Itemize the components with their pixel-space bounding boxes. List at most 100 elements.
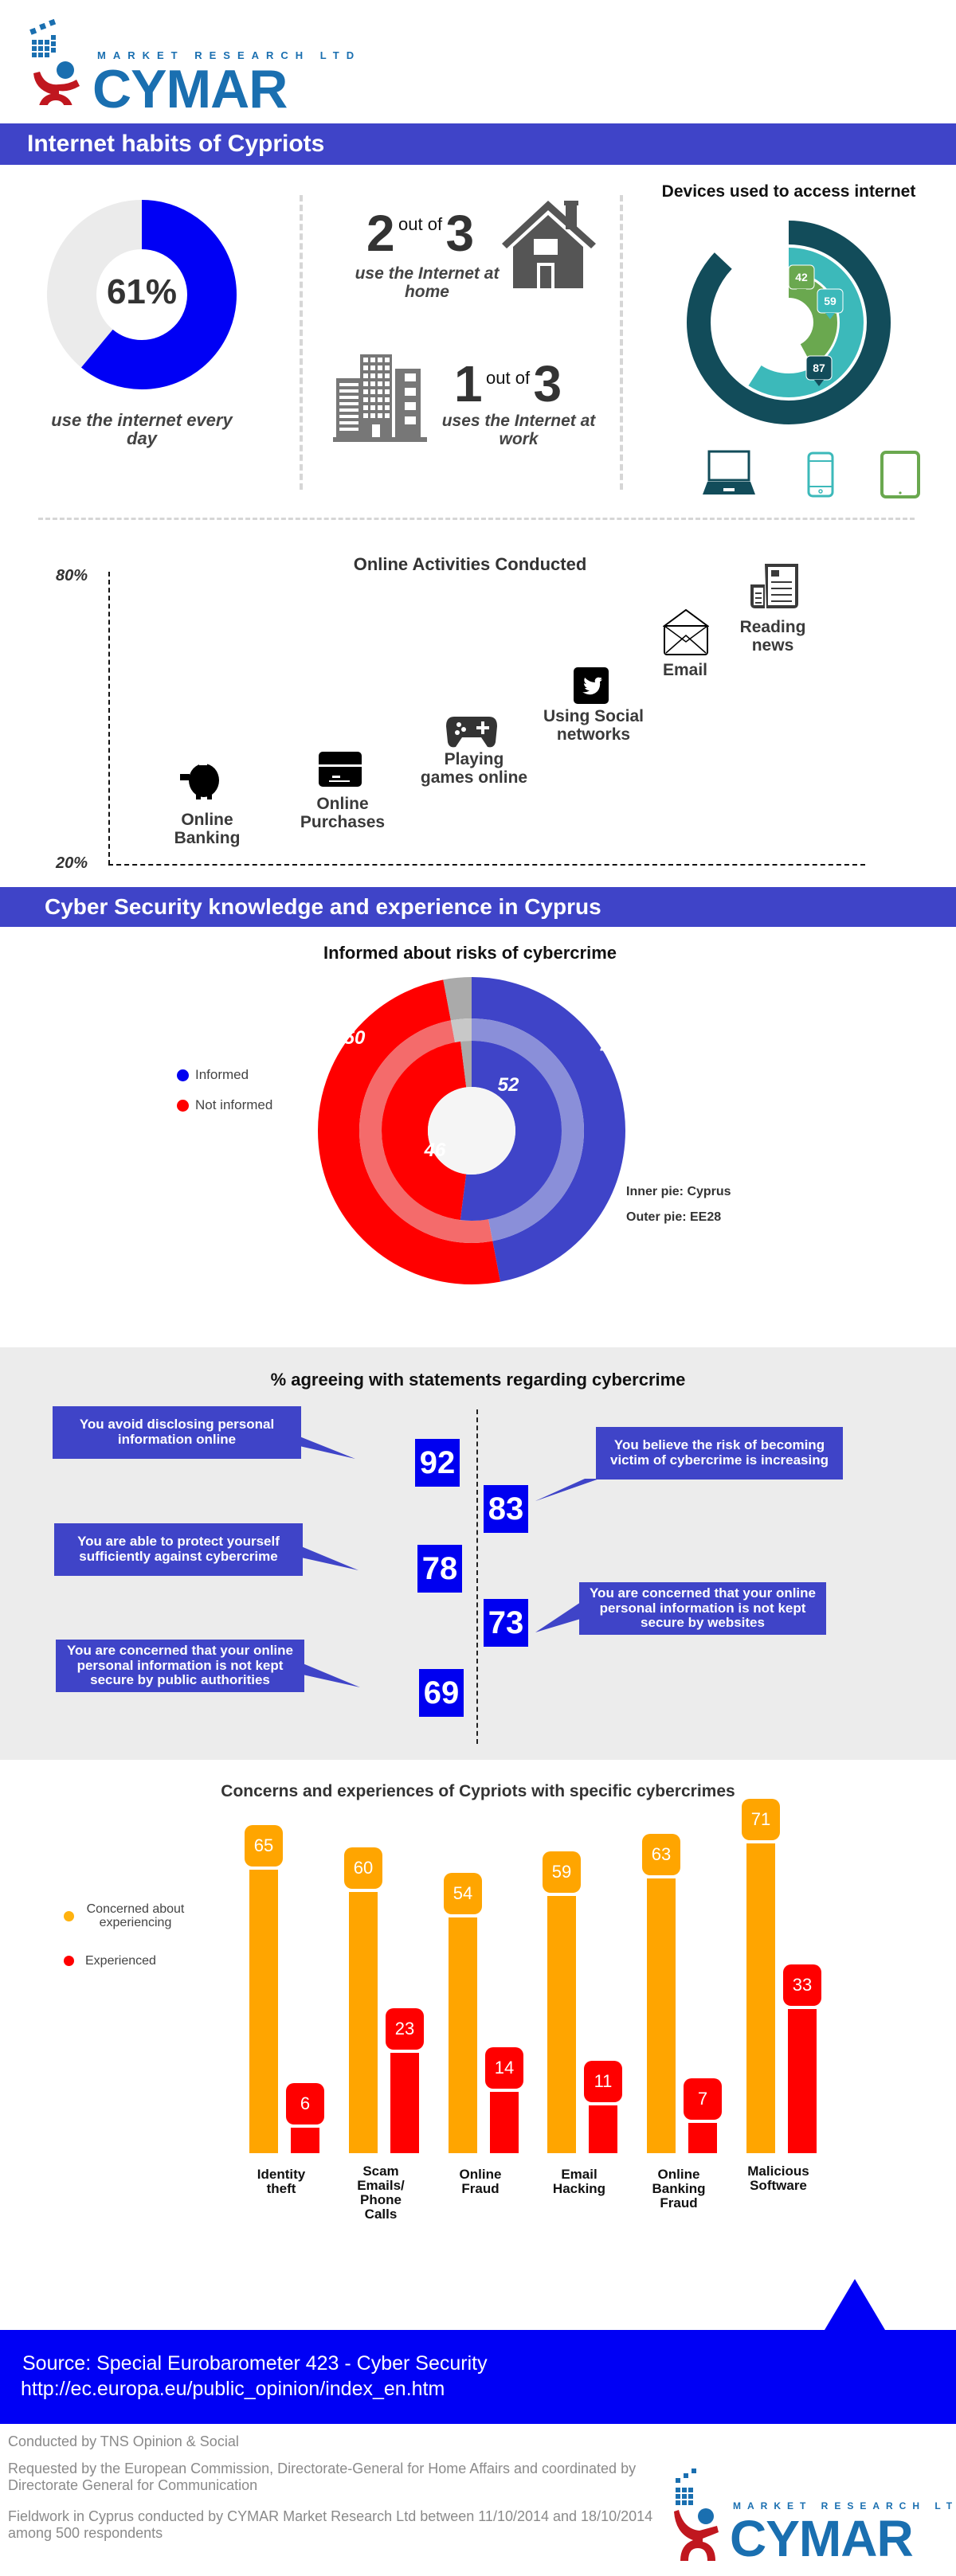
activity-playing-games: Playing games online <box>420 750 528 788</box>
statement-callout-2: You believe the risk of becoming victim … <box>596 1427 843 1480</box>
svg-text:52: 52 <box>498 1074 519 1096</box>
bubble-experienced-online-fraud: 14 <box>485 2047 523 2089</box>
logo-tagline: MARKET RESEARCH LTD <box>733 2500 956 2512</box>
work-usage: 1 out of 3 uses the Internet at work <box>327 354 613 474</box>
source-text: Source: Special Eurobarometer 423 - Cybe… <box>22 2352 488 2375</box>
daily-usage-panel: 61% use the internet every day <box>32 199 263 462</box>
device-value-laptop: 87 <box>805 355 833 386</box>
twitter-icon <box>574 667 609 704</box>
statements-panel: % agreeing with statements regarding cyb… <box>0 1347 956 1760</box>
device-value-smartphone: 59 <box>817 288 844 319</box>
inner-pie-note: Inner pie: Cyprus <box>626 1185 731 1198</box>
activity-email: Email <box>662 661 708 679</box>
callout-pointer <box>301 1546 358 1570</box>
section-title: Internet habits of Cypriots <box>27 131 325 157</box>
bar-concerned-online-banking-fraud <box>647 1878 676 2153</box>
office-building-icon <box>333 354 427 442</box>
bubble-concerned-online-banking-fraud: 63 <box>642 1834 680 1875</box>
legend-dot-not-informed-icon <box>177 1099 189 1112</box>
devices-panel: Devices used to access internet 42 59 87 <box>629 179 956 498</box>
logo-figure-icon <box>29 18 80 105</box>
statement-value-2: 83 <box>484 1485 528 1533</box>
bar-experienced-scam <box>390 2053 419 2153</box>
statement-callout-4: You are concerned that your online perso… <box>579 1582 826 1635</box>
daily-usage-donut <box>47 200 237 389</box>
gamepad-icon <box>446 717 497 748</box>
statement-value-1: 92 <box>415 1439 460 1487</box>
divider-vertical-2 <box>620 195 623 490</box>
home-caption: use the Internet at home <box>355 264 500 302</box>
statements-title: % agreeing with statements regarding cyb… <box>270 1370 686 1390</box>
category-online-fraud: Online Fraud <box>459 2167 502 2196</box>
y-axis-min-label: 20% <box>56 854 88 872</box>
house-icon <box>502 201 596 288</box>
envelope-icon <box>663 608 709 655</box>
bubble-concerned-malicious-software: 71 <box>742 1799 780 1840</box>
concerns-title: Concerns and experiences of Cypriots wit… <box>221 1782 735 1800</box>
bar-concerned-online-fraud <box>449 1917 477 2153</box>
svg-text:50: 50 <box>344 1027 366 1049</box>
svg-text:47: 47 <box>600 1037 623 1058</box>
newspaper-icon <box>750 564 798 608</box>
source-url[interactable]: http://ec.europa.eu/public_opinion/index… <box>21 2378 445 2400</box>
legend-item-informed: Informed <box>177 1067 272 1083</box>
home-numerator: 2 <box>366 205 395 262</box>
section-title: Cyber Security knowledge and experience … <box>45 894 601 919</box>
section-banner-internet-habits: Internet habits of Cypriots <box>0 123 956 165</box>
outer-pie-note: Outer pie: EE28 <box>626 1210 722 1224</box>
statement-value-5: 69 <box>419 1669 464 1717</box>
activity-social-networks: Using Social networks <box>543 707 645 745</box>
smartphone-icon <box>807 451 834 498</box>
home-usage: 2 out of 3 use the Internet at home <box>335 199 605 319</box>
bar-experienced-online-banking-fraud <box>688 2123 717 2153</box>
category-online-banking-fraud: Online Banking Fraud <box>652 2167 706 2211</box>
footer-triangle <box>825 2279 885 2330</box>
bubble-experienced-email-hacking: 11 <box>584 2061 622 2102</box>
bubble-concerned-email-hacking: 59 <box>543 1851 581 1893</box>
home-denominator: 3 <box>445 205 475 262</box>
source-banner: Source: Special Eurobarometer 423 - Cybe… <box>0 2330 956 2424</box>
tablet-icon <box>880 451 920 498</box>
legend-dot-experienced-icon <box>64 1956 74 1967</box>
bar-experienced-identity-theft <box>291 2128 319 2153</box>
informed-title: Informed about risks of cybercrime <box>323 943 617 963</box>
bubble-concerned-scam: 60 <box>344 1847 382 1889</box>
work-out-of: out of <box>486 368 531 388</box>
concerns-chart: Concerns and experiences of Cypriots wit… <box>0 1760 956 2285</box>
divider-horizontal <box>38 518 915 520</box>
devices-radial-chart: 42 59 87 <box>687 221 891 424</box>
bubble-concerned-identity-theft: 65 <box>245 1825 283 1867</box>
bar-concerned-identity-theft <box>249 1870 278 2153</box>
category-malicious-software: Malicious Software <box>747 2164 809 2193</box>
legend-item-concerned: Concerned about experiencing <box>64 1902 187 1930</box>
device-value-tablet: 42 <box>788 264 815 295</box>
category-scam-emails: Scam Emails/Phone Calls <box>357 2164 405 2222</box>
legend-item-experienced: Experienced <box>64 1954 187 1968</box>
credit-card-icon <box>319 752 362 787</box>
legend-dot-concerned-icon <box>64 1911 74 1922</box>
bar-concerned-malicious-software <box>746 1843 775 2153</box>
category-identity-theft: Identity theft <box>257 2167 306 2196</box>
informed-legend: Informed Not informed <box>177 1067 272 1113</box>
callout-pointer <box>535 1479 599 1501</box>
callout-pointer <box>303 1663 360 1687</box>
statement-value-4: 73 <box>484 1599 528 1647</box>
bubble-concerned-online-fraud: 54 <box>444 1873 482 1914</box>
piggy-bank-icon <box>180 764 219 799</box>
svg-text:46: 46 <box>424 1139 446 1161</box>
bar-concerned-scam <box>349 1892 378 2153</box>
x-axis <box>108 864 865 866</box>
work-caption: uses the Internet at work <box>441 412 596 449</box>
work-numerator: 1 <box>454 355 483 412</box>
bar-experienced-online-fraud <box>490 2092 519 2153</box>
activities-title: Online Activities Conducted <box>353 554 587 574</box>
bubble-experienced-identity-theft: 6 <box>286 2083 324 2125</box>
bar-experienced-email-hacking <box>589 2105 617 2153</box>
bubble-experienced-scam: 23 <box>386 2008 424 2050</box>
svg-text:87: 87 <box>813 362 825 374</box>
statements-divider <box>476 1409 478 1744</box>
activity-online-banking: Online Banking <box>174 811 241 848</box>
logo-figure-icon <box>674 2469 719 2561</box>
activities-chart: Online Activities Conducted 80% 20% Onli… <box>0 541 956 876</box>
informed-chart: Informed about risks of cybercrime Infor… <box>0 932 956 1298</box>
